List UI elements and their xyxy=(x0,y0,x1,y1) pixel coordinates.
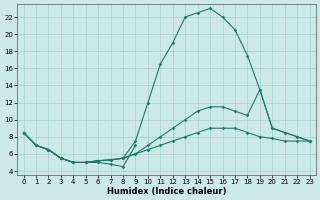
X-axis label: Humidex (Indice chaleur): Humidex (Indice chaleur) xyxy=(107,187,226,196)
